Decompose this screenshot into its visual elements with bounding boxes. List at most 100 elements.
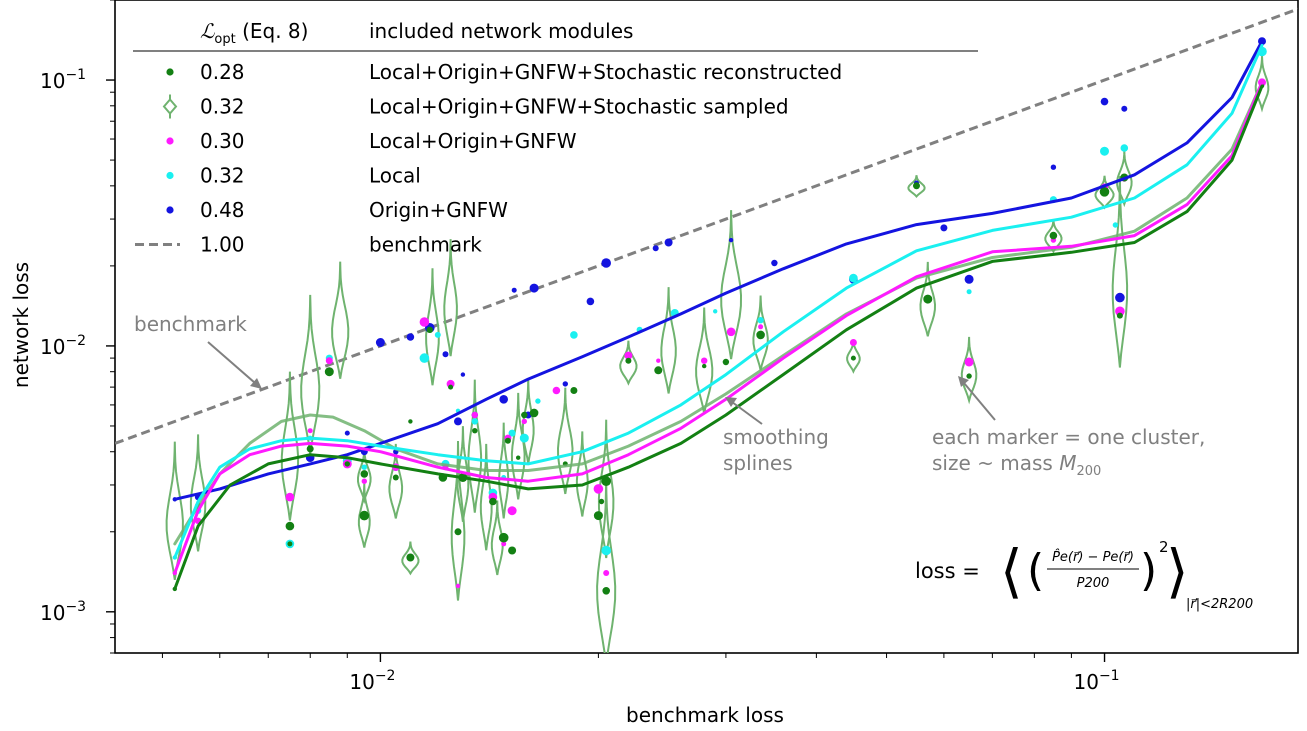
violin-marker — [1111, 176, 1129, 368]
data-point — [964, 274, 974, 284]
annotation-markers-arrow — [963, 382, 996, 421]
formula-right-paren: ) — [1140, 545, 1157, 596]
data-point — [1115, 292, 1125, 303]
annotation-markers-arrowhead — [958, 376, 969, 387]
data-point — [419, 317, 430, 327]
data-point — [508, 429, 516, 437]
smoothing-spline — [173, 43, 1264, 559]
data-point — [726, 327, 736, 337]
violin-marker — [388, 443, 404, 519]
violin-marker — [660, 287, 677, 394]
annotation-splines-arrow — [731, 401, 763, 425]
data-point — [849, 339, 857, 346]
data-point — [471, 411, 478, 419]
data-point — [1121, 105, 1128, 112]
data-point — [359, 510, 370, 521]
violin-marker — [456, 426, 470, 522]
data-point — [1116, 312, 1123, 319]
data-point — [586, 297, 595, 306]
formula-lhs: loss = — [915, 559, 980, 583]
y-tick-label: 10−2 — [40, 333, 86, 359]
data-point — [511, 287, 517, 293]
y-tick-label: 10−1 — [40, 67, 86, 93]
violin-marker — [189, 434, 207, 552]
formula-denominator: P200 — [1077, 576, 1110, 591]
data-point — [1099, 187, 1110, 197]
data-point — [602, 587, 610, 595]
annotation-splines-arrowhead — [725, 397, 737, 407]
plot-frame — [114, 0, 1299, 654]
legend-marker — [166, 68, 174, 76]
annotation-benchmark-arrow — [207, 341, 256, 384]
legend-violin-marker — [162, 94, 178, 119]
annotation-markers-line1: each marker = one cluster, — [932, 425, 1205, 449]
data-point — [1100, 97, 1109, 106]
legend: ℒopt (Eq. 8) included network modules 0.… — [133, 19, 978, 257]
data-point — [516, 455, 521, 460]
data-point — [701, 357, 708, 364]
data-point — [598, 498, 605, 505]
legend-label: Local+Origin+GNFW+Stochastic sampled — [369, 95, 789, 119]
legend-value: 0.32 — [200, 164, 245, 188]
data-point — [472, 428, 478, 434]
data-point — [966, 373, 972, 379]
data-point — [702, 363, 707, 369]
legend-value: 0.28 — [200, 60, 245, 84]
data-point — [593, 484, 604, 494]
legend-label: Local — [369, 164, 421, 188]
data-point — [923, 294, 933, 304]
violin-marker — [425, 268, 440, 386]
violin-marker — [720, 210, 743, 360]
data-point — [529, 408, 539, 418]
smoothing-spline — [173, 39, 1264, 501]
data-point — [625, 357, 632, 364]
violin-marker — [479, 443, 493, 551]
data-point — [454, 417, 462, 426]
data-point — [603, 570, 610, 576]
legend-header-metric: ℒopt (Eq. 8) — [200, 19, 308, 47]
violin-marker — [619, 340, 638, 386]
data-point — [624, 351, 633, 360]
data-point — [499, 395, 509, 404]
data-point — [601, 476, 611, 487]
data-point — [1050, 164, 1057, 170]
legend-value: 1.00 — [200, 233, 245, 257]
data-point — [521, 418, 527, 425]
data-point — [408, 419, 413, 424]
marker-layer — [172, 37, 1267, 595]
annotation-splines-line1: smoothing — [723, 425, 829, 449]
data-point — [361, 478, 367, 484]
spline-layer — [173, 39, 1264, 591]
benchmark-line-layer — [115, 7, 1298, 445]
data-point — [344, 430, 350, 436]
data-point — [850, 355, 856, 361]
data-point — [713, 309, 718, 314]
data-point — [535, 398, 541, 404]
data-point — [521, 411, 528, 419]
data-point — [849, 273, 858, 283]
data-point — [601, 545, 611, 556]
data-point — [471, 418, 478, 425]
data-point — [562, 381, 568, 387]
data-point — [652, 245, 659, 252]
violin-marker — [919, 261, 937, 337]
data-point — [966, 289, 972, 295]
violin-marker — [510, 392, 526, 500]
data-point — [756, 330, 765, 340]
violin-marker — [907, 175, 926, 198]
loss-formula: loss = ⟨ ( P̂e(r⃗) − Pe(r⃗) P200 ) 2 ⟩ |… — [915, 537, 1253, 612]
data-point — [285, 492, 295, 502]
formula-left-paren: ( — [1027, 545, 1044, 596]
data-point — [287, 541, 293, 547]
data-point — [664, 238, 673, 247]
data-point — [375, 338, 385, 347]
data-point — [964, 357, 974, 367]
data-point — [361, 464, 367, 470]
data-point — [601, 258, 611, 268]
annotation-markers-line2: size ~ mass M200 — [932, 451, 1101, 479]
data-point — [1115, 306, 1125, 317]
data-point — [454, 528, 462, 536]
data-point — [593, 511, 603, 521]
legend-label: Local+Origin+GNFW — [369, 129, 577, 153]
violin-marker — [443, 239, 458, 357]
